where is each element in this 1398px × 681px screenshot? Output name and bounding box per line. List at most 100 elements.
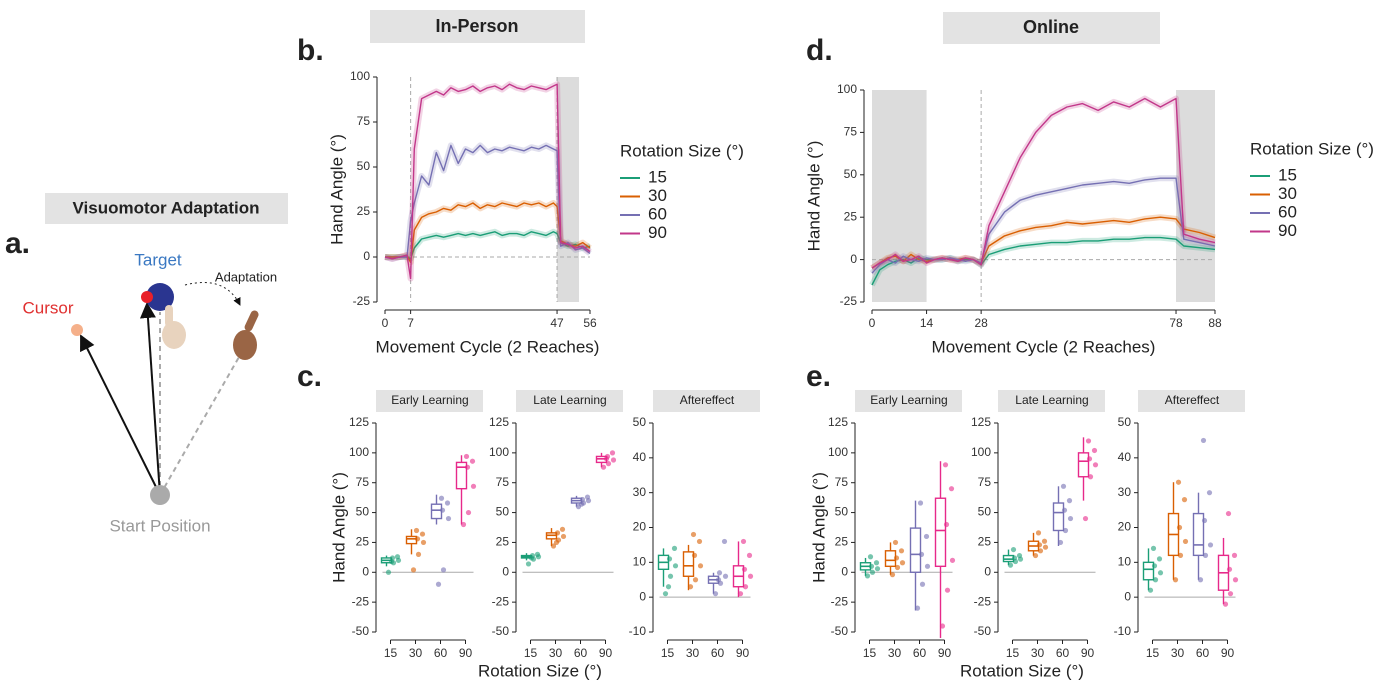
strip-title: Early Learning bbox=[870, 393, 947, 407]
x-axis-label: Movement Cycle (2 Reaches) bbox=[376, 337, 600, 356]
data-point bbox=[690, 531, 697, 538]
data-point bbox=[560, 533, 567, 540]
data-point bbox=[553, 539, 560, 546]
data-point bbox=[559, 526, 566, 532]
series-line bbox=[385, 202, 591, 264]
data-point bbox=[742, 584, 749, 590]
data-point bbox=[1091, 447, 1098, 454]
y-tick-label: 100 bbox=[489, 445, 509, 459]
x-tick-label: 78 bbox=[1169, 316, 1183, 330]
data-point bbox=[584, 494, 591, 500]
x-tick-label: 0 bbox=[869, 316, 876, 330]
x-tick-label: 56 bbox=[583, 316, 597, 330]
data-point bbox=[465, 509, 472, 516]
data-point bbox=[1156, 556, 1163, 562]
hand-path bbox=[159, 349, 244, 496]
x-tick-label: 60 bbox=[1056, 646, 1070, 660]
data-point bbox=[923, 533, 930, 540]
y-tick-label: -25 bbox=[840, 294, 858, 308]
header-box bbox=[943, 12, 1160, 44]
data-point bbox=[1092, 462, 1099, 468]
data-point bbox=[898, 548, 905, 554]
data-point bbox=[610, 457, 617, 463]
y-tick-label: 50 bbox=[357, 159, 371, 173]
data-point bbox=[1041, 538, 1048, 544]
series-line bbox=[384, 144, 591, 260]
data-point bbox=[445, 515, 452, 522]
y-tick-label: 75 bbox=[835, 475, 849, 489]
series-line bbox=[871, 97, 1216, 269]
data-point bbox=[463, 453, 470, 460]
diagram-title: Visuomotor Adaptation bbox=[73, 198, 260, 217]
data-point bbox=[1231, 552, 1238, 558]
legend-label: 30 bbox=[648, 186, 667, 205]
y-tick-label: 0 bbox=[984, 564, 991, 578]
data-point bbox=[746, 552, 753, 558]
data-point bbox=[1206, 490, 1213, 496]
data-point bbox=[444, 500, 451, 506]
y-tick-label: 75 bbox=[356, 475, 370, 489]
x-tick-label: 15 bbox=[524, 646, 538, 660]
y-tick-label: -25 bbox=[352, 594, 370, 608]
start-label: Start Position bbox=[109, 516, 210, 535]
y-tick-label: 10 bbox=[633, 555, 647, 569]
data-point bbox=[1151, 563, 1158, 569]
data-point bbox=[438, 495, 445, 501]
y-tick-label: 0 bbox=[502, 564, 509, 578]
panel-letter: b. bbox=[297, 34, 324, 67]
title-box bbox=[45, 193, 288, 224]
y-tick-label: 10 bbox=[1118, 555, 1132, 569]
data-point bbox=[1226, 566, 1233, 572]
data-point bbox=[1150, 545, 1157, 552]
legend-label: 90 bbox=[648, 223, 667, 242]
y-tick-label: 20 bbox=[633, 520, 647, 534]
y-tick-label: 40 bbox=[1118, 450, 1132, 464]
data-point bbox=[1181, 497, 1188, 503]
x-tick-label: 30 bbox=[1171, 646, 1185, 660]
y-tick-label: 0 bbox=[841, 564, 848, 578]
x-tick-label: 90 bbox=[459, 646, 473, 660]
target bbox=[146, 283, 174, 311]
box bbox=[1077, 452, 1090, 478]
strip-header bbox=[376, 390, 483, 412]
y-tick-label: 30 bbox=[633, 485, 647, 499]
series-line bbox=[871, 216, 1216, 269]
y-tick-label: 75 bbox=[357, 114, 371, 128]
x-tick-label: 60 bbox=[434, 646, 448, 660]
data-point bbox=[1067, 515, 1074, 522]
y-tick-label: 75 bbox=[496, 475, 510, 489]
y-tick-label: 125 bbox=[349, 415, 369, 429]
legend-title: Rotation Size (°) bbox=[620, 141, 744, 160]
y-tick-label: 0 bbox=[362, 564, 369, 578]
y-tick-label: 25 bbox=[496, 535, 510, 549]
cursor-arrow bbox=[80, 334, 161, 496]
data-point bbox=[605, 461, 612, 467]
x-tick-label: 28 bbox=[974, 316, 988, 330]
y-tick-label: 50 bbox=[356, 505, 370, 519]
box bbox=[682, 551, 695, 577]
box bbox=[455, 461, 468, 490]
data-point bbox=[722, 573, 729, 579]
strip-title: Late Learning bbox=[533, 393, 606, 407]
data-point bbox=[534, 551, 541, 557]
data-point bbox=[435, 581, 442, 587]
x-axis-label: Movement Cycle (2 Reaches) bbox=[932, 337, 1156, 356]
y-tick-label: 0 bbox=[639, 589, 646, 603]
data-point bbox=[1157, 570, 1164, 576]
y-axis-label: Hand Angle (°) bbox=[809, 472, 828, 583]
series-line bbox=[384, 83, 591, 280]
y-tick-label: 75 bbox=[978, 475, 992, 489]
data-point bbox=[696, 538, 703, 545]
data-point bbox=[721, 538, 728, 545]
x-axis-label: Rotation Size (°) bbox=[478, 661, 602, 680]
x-tick-label: 90 bbox=[599, 646, 613, 660]
data-point bbox=[1182, 538, 1189, 545]
x-tick-label: 30 bbox=[409, 646, 423, 660]
data-point bbox=[899, 560, 906, 566]
data-point bbox=[892, 539, 899, 546]
data-point bbox=[1200, 437, 1207, 444]
data-point bbox=[1066, 498, 1073, 504]
data-point bbox=[943, 521, 950, 528]
data-point bbox=[1201, 517, 1208, 524]
cursor-label: Cursor bbox=[22, 298, 73, 317]
